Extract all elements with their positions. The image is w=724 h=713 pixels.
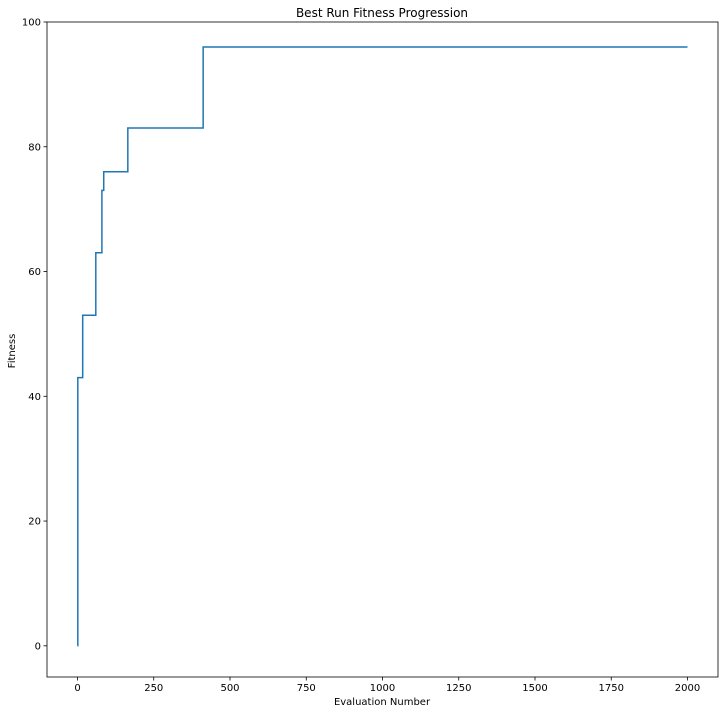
y-tick-label: 60 — [28, 267, 41, 278]
x-tick-label: 1000 — [370, 683, 395, 694]
y-tick-label: 100 — [22, 18, 41, 29]
x-tick-label: 750 — [297, 683, 316, 694]
y-tick-label: 0 — [35, 641, 41, 652]
x-tick-label: 0 — [74, 683, 80, 694]
x-tick-label: 1250 — [446, 683, 471, 694]
y-axis-label: Fitness — [7, 334, 18, 369]
x-axis: 0 250 500 750 1000 1250 1500 1750 2000 — [74, 677, 700, 694]
y-tick-label: 20 — [28, 517, 41, 528]
x-tick-label: 250 — [144, 683, 163, 694]
x-tick-label: 1500 — [522, 683, 547, 694]
x-tick-label: 1750 — [599, 683, 624, 694]
series-line-0 — [77, 46, 688, 647]
x-tick-label: 500 — [220, 683, 239, 694]
chart-title: Best Run Fitness Progression — [296, 6, 468, 20]
y-tick-label: 80 — [28, 142, 41, 153]
x-axis-label: Evaluation Number — [334, 697, 431, 708]
x-tick-label: 2000 — [675, 683, 700, 694]
y-tick-label: 40 — [28, 392, 41, 403]
y-axis: 0 20 40 60 80 100 — [22, 18, 47, 652]
